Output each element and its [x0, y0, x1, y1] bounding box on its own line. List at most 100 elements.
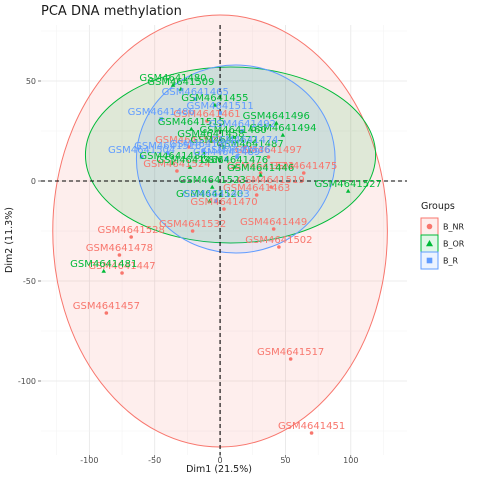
data-point: [224, 157, 229, 161]
data-point: [170, 82, 176, 87]
data-point: [280, 132, 286, 137]
data-point: [258, 172, 263, 177]
data-point: [254, 193, 259, 197]
data-point: [214, 199, 218, 203]
point-label: GSM4641447: [88, 261, 155, 272]
data-point: [240, 129, 245, 133]
point-label: GSM4641509: [147, 77, 214, 88]
x-tick-label: 100: [343, 456, 358, 465]
y-tick-label: -100: [18, 377, 36, 386]
point-label: GSM4641502: [245, 235, 312, 246]
data-point: [187, 164, 193, 169]
point-label: GSM4641524: [143, 159, 210, 170]
data-point: [232, 164, 237, 169]
point-label: GSM4641500: [155, 135, 222, 146]
x-tick-label: -50: [148, 456, 161, 465]
point-label: GSM4641478: [86, 243, 153, 254]
legend-title: Groups: [421, 201, 455, 212]
point-label: GSM4641480: [139, 73, 206, 84]
legend-label: B_OR: [443, 240, 465, 249]
data-point: [165, 151, 170, 155]
data-point: [129, 235, 133, 239]
point-label: GSM4641463: [223, 183, 290, 194]
point-label: GSM4641433: [183, 189, 250, 200]
data-point: [159, 117, 164, 121]
legend-label: B_NR: [443, 223, 464, 232]
data-point: [178, 86, 184, 91]
data-point: [175, 169, 179, 173]
point-label: GSM4641476: [201, 155, 268, 166]
legend-label: B_R: [443, 257, 458, 266]
point-label: GSM4641465: [162, 87, 229, 98]
point-label: GSM4641458: [177, 129, 244, 140]
point-label: GSM4641469: [169, 139, 236, 150]
y-tick-label: -50: [23, 277, 36, 286]
data-point: [309, 431, 314, 435]
data-point: [212, 102, 218, 107]
point-label: GSM4641516: [134, 141, 201, 152]
data-point: [218, 111, 222, 115]
point-label: GSM4641519: [237, 175, 304, 186]
point-label: GSM4641528: [98, 225, 165, 236]
data-point: [201, 149, 205, 153]
point-label: GSM4641527: [315, 179, 382, 190]
point-label: GSM4641484: [139, 151, 206, 162]
point-label: GSM4641489: [193, 147, 260, 158]
point-label: GSM4641461: [173, 109, 240, 120]
data-point: [170, 160, 176, 165]
data-points: [101, 82, 351, 435]
data-point: [269, 185, 273, 189]
point-label: GSM4641487: [217, 139, 284, 150]
data-point: [345, 188, 351, 193]
legend-marker-triangle: [426, 240, 433, 247]
point-label: GSM4641451: [278, 421, 345, 432]
point-label: GSM4641446: [227, 163, 294, 174]
data-point: [235, 155, 239, 159]
data-point: [277, 245, 281, 249]
data-point: [274, 120, 279, 125]
point-label: GSM4641466: [156, 155, 223, 166]
data-point: [104, 311, 109, 315]
ellipse-b-r: [135, 64, 336, 254]
data-point: [205, 119, 209, 123]
data-point: [120, 271, 124, 275]
data-point: [193, 97, 198, 101]
y-axis-title: Dim2 (11.3%): [4, 207, 15, 273]
reference-lines: [41, 25, 407, 455]
data-point: [101, 268, 106, 273]
chart-title: PCA DNA methylation: [41, 4, 182, 19]
data-point: [117, 253, 122, 257]
point-label: GSM4641449: [240, 217, 307, 228]
data-point: [230, 134, 236, 139]
point-label: GSM4641455: [181, 93, 248, 104]
point-label: GSM4641520: [176, 189, 243, 200]
legend-marker-square: [426, 257, 433, 264]
point-label: GSM4641532: [159, 219, 226, 230]
point-label: GSM4641474: [211, 135, 278, 146]
legend: Groups B_NR B_OR B_R: [420, 201, 465, 270]
point-label: GSM4641515: [158, 117, 225, 128]
point-label: GSM4641504: [108, 145, 175, 156]
data-point: [271, 227, 276, 231]
point-label: GSM4641475: [270, 161, 337, 172]
point-label: GSM4641497: [235, 145, 302, 156]
point-label: GSM4641536: [203, 145, 270, 156]
x-tick-label: 0: [218, 456, 223, 465]
x-tick-label: 50: [280, 456, 290, 465]
data-point: [221, 144, 227, 149]
x-tick-label: -100: [80, 456, 98, 465]
data-point: [266, 155, 271, 159]
data-point: [189, 126, 194, 131]
data-point: [186, 145, 191, 149]
point-label: GSM4641496: [243, 111, 310, 122]
point-label: GSM4641472: [190, 135, 257, 146]
point-labels: GSM4641451 GSM4641517 GSM4641457 GSM4641478…: [70, 73, 382, 432]
point-label: GSM4641492: [209, 119, 276, 130]
data-point: [301, 171, 306, 175]
point-label: GSM4641470: [190, 197, 257, 208]
y-axis-ticks: 50 0 -50 -100: [18, 77, 41, 386]
x-axis-title: Dim1 (21.5%): [186, 464, 252, 475]
data-point: [209, 184, 215, 189]
x-axis-ticks: -100 -50 0 50 100: [80, 455, 358, 465]
